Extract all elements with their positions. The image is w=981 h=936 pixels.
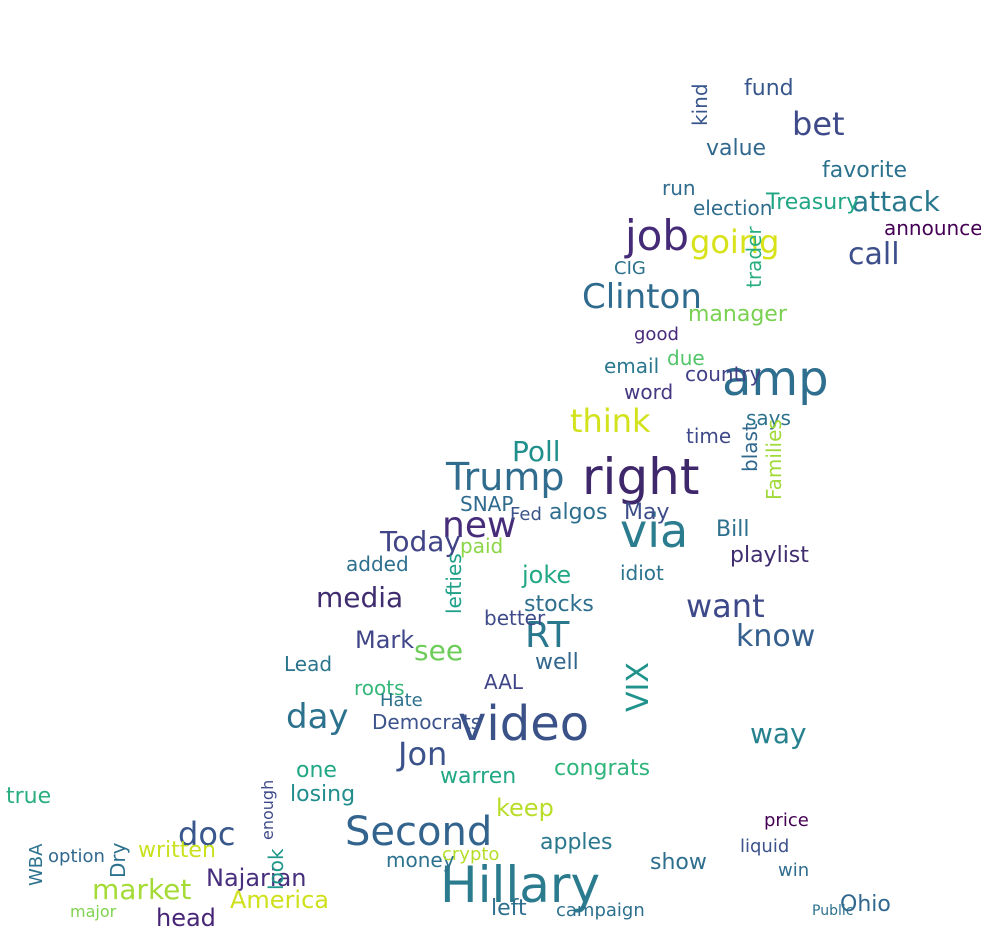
word-new: new [442, 505, 517, 546]
word-amp: amp [722, 351, 829, 407]
word-roots: stocks [524, 592, 594, 617]
word-paid: May [624, 500, 670, 525]
word-campaign: AAL [484, 670, 524, 694]
word-job: job [625, 211, 690, 260]
word-lead: SNAP [460, 492, 514, 516]
word-value: election [693, 196, 773, 220]
word-joke: Today [380, 525, 461, 558]
word-rt: RT [525, 615, 570, 656]
word-wba: Public [812, 903, 854, 919]
word-time: email [604, 354, 660, 378]
word-show: money [386, 848, 455, 872]
word-families: major [70, 902, 117, 921]
word-trump: Trump [446, 455, 565, 499]
word-way: Mark [355, 626, 415, 654]
word-major: apples [540, 830, 613, 855]
word-democrats: roots [354, 676, 405, 700]
word-price: look [264, 848, 288, 890]
word-look: price [764, 810, 809, 831]
word-fund: manager [688, 302, 787, 327]
word-added: algos [549, 500, 608, 525]
word-cig: Treasury [766, 190, 860, 215]
word-clinton: Clinton [582, 277, 702, 317]
word-announcement: run [662, 176, 696, 200]
word-public: Dry [106, 842, 130, 878]
word-good: announcement [884, 216, 981, 240]
word-bill: word [624, 380, 674, 404]
word-aal: Fed [510, 504, 542, 525]
word-true: congrats [554, 756, 651, 781]
word-apples: lefties [442, 553, 466, 614]
word-hate: better [484, 606, 546, 630]
word-attack: Poll [512, 435, 561, 468]
word-run: fund [744, 76, 794, 101]
word-better: Bill [716, 517, 750, 542]
word-call: know [736, 619, 816, 654]
word-warren: paid [460, 534, 504, 558]
word-trader: true [6, 784, 52, 809]
word-mark: Najarian [206, 864, 307, 892]
word-najarian: keep [496, 794, 554, 822]
word-enough: liquid [740, 836, 790, 857]
word-day: day [286, 697, 349, 737]
word-one: way [750, 717, 807, 750]
word-head: left [491, 896, 527, 921]
word-keep: market [92, 873, 192, 906]
word-idiot: playlist [730, 543, 809, 568]
word-written: Hate [380, 690, 423, 711]
word-favorite: kind [688, 83, 712, 126]
word-blast: option [48, 846, 105, 867]
word-right: right [582, 448, 700, 506]
word-says: country [685, 362, 762, 386]
word-media: attack [852, 185, 940, 218]
word-going: going [690, 223, 780, 261]
word-left: America [230, 886, 329, 914]
word-snap: Families [762, 419, 786, 500]
word-poll: see [414, 634, 464, 667]
word-second: Second [345, 809, 493, 855]
word-lefties: crypto [442, 844, 500, 865]
word-bet: call [848, 237, 900, 272]
word-fed: blast [738, 423, 762, 472]
word-doc: doc [178, 815, 236, 853]
word-money: Lead [284, 652, 333, 676]
word-well: Ohio [840, 892, 891, 917]
word-win: written [138, 838, 216, 863]
word-congrats: added [346, 552, 409, 576]
word-kind: WBA [26, 843, 47, 886]
word-market: joke [522, 561, 572, 589]
word-election: trader [742, 226, 766, 288]
word-losing: Democrats [372, 710, 482, 734]
word-america: one [296, 758, 337, 783]
word-treasury: value [706, 136, 767, 161]
word-ohio: head [156, 904, 216, 932]
word-country: good [634, 324, 679, 345]
word-manager: idiot [620, 561, 664, 585]
word-see: bet [792, 105, 845, 143]
word-email: CIG [614, 258, 646, 279]
word-want: want [686, 587, 765, 625]
word-playlist: losing [290, 782, 356, 807]
word-vix: show [650, 850, 707, 875]
word-today: media [316, 581, 404, 614]
word-via: via [620, 504, 689, 558]
word-video: video [458, 696, 590, 752]
word-word: due [667, 346, 705, 370]
word-due: favorite [822, 158, 908, 183]
word-may: says [746, 406, 791, 430]
word-dry: win [778, 860, 810, 881]
word-option: warren [440, 764, 517, 789]
word-liquid: enough [258, 779, 277, 840]
word-hillary: Hillary [440, 856, 601, 914]
word-stocks: well [535, 650, 579, 675]
word-crypto: campaign [556, 900, 645, 921]
word-think: think [570, 402, 651, 440]
word-know: VIX [621, 662, 656, 712]
word-algos: time [686, 424, 732, 448]
word-jon: Jon [398, 735, 448, 773]
